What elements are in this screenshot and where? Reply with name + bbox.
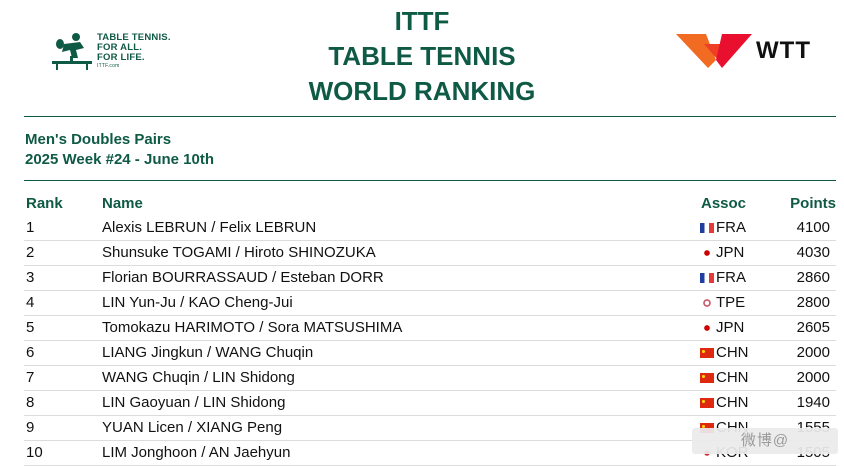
table-row: 6 LIANG Jingkun / WANG Chuqin CHN 2000 [24, 341, 836, 366]
rank-cell: 4 [26, 294, 35, 311]
ittf-slogan-line-2: FOR ALL. [97, 42, 143, 53]
wtt-wordmark: WTT [756, 37, 811, 64]
assoc-cell: JPN [700, 244, 744, 261]
ranking-week: 2025 Week #24 - June 10th [25, 151, 214, 168]
japan-flag-icon [700, 248, 714, 258]
points-cell: 2000 [796, 344, 830, 361]
assoc-cell: JPN [700, 319, 744, 336]
ittf-player-icon [52, 33, 92, 70]
title-line-1: ITTF [394, 6, 450, 36]
rank-cell: 10 [26, 444, 43, 461]
japan-flag-icon [700, 323, 714, 333]
assoc-cell: CHN [700, 394, 749, 411]
china-flag-icon [700, 398, 714, 408]
weibo-watermark: 微博@ [692, 428, 838, 454]
points-cell: 2860 [796, 269, 830, 286]
pair-name-cell: YUAN Licen / XIANG Peng [102, 419, 283, 436]
pair-name-cell: Florian BOURRASSAUD / Esteban DORR [102, 269, 384, 286]
rank-cell: 6 [26, 344, 35, 361]
rank-cell: 1 [26, 219, 35, 236]
top-divider [24, 116, 836, 117]
points-cell: 2605 [796, 319, 830, 336]
points-cell: 4030 [796, 244, 830, 261]
ranking-category: Men's Doubles Pairs [25, 131, 172, 148]
table-row: 5 Tomokazu HARIMOTO / Sora MATSUSHIMA JP… [24, 316, 836, 341]
assoc-code: CHN [716, 369, 749, 386]
assoc-code: TPE [716, 294, 746, 311]
page-title: ITTF TABLE TENNIS WORLD RANKING [250, 4, 594, 109]
assoc-code: JPN [716, 319, 745, 336]
table-row: 2 Shunsuke TOGAMI / Hiroto SHINOZUKA JPN… [24, 241, 836, 266]
assoc-cell: CHN [700, 369, 749, 386]
title-line-3: WORLD RANKING [308, 76, 536, 106]
table-row: 8 LIN Gaoyuan / LIN Shidong CHN 1940 [24, 391, 836, 416]
assoc-code: CHN [716, 394, 749, 411]
assoc-cell: TPE [700, 294, 745, 311]
pair-name-cell: LIN Gaoyuan / LIN Shidong [102, 394, 286, 411]
rank-cell: 3 [26, 269, 35, 286]
assoc-cell: FRA [700, 219, 746, 236]
table-row: 7 WANG Chuqin / LIN Shidong CHN 2000 [24, 366, 836, 391]
china-flag-icon [700, 348, 714, 358]
wtt-logo: WTT [676, 30, 836, 70]
ittf-slogan-line-3: FOR LIFE. [97, 52, 145, 63]
pair-name-cell: LIN Yun-Ju / KAO Cheng-Jui [102, 294, 293, 311]
france-flag-icon [700, 223, 714, 233]
ittf-url: ITTF.com [97, 63, 120, 69]
subtitle: Men's Doubles Pairs 2025 Week #24 - June… [25, 130, 214, 170]
france-flag-icon [700, 273, 714, 283]
col-header-rank: Rank [26, 195, 63, 212]
title-line-2: TABLE TENNIS [328, 41, 516, 71]
ranking-table: 1 Alexis LEBRUN / Felix LEBRUN FRA 4100 … [24, 216, 836, 466]
pair-name-cell: LIANG Jingkun / WANG Chuqin [102, 344, 314, 361]
pair-name-cell: LIM Jonghoon / AN Jaehyun [102, 444, 291, 461]
pair-name-cell: Tomokazu HARIMOTO / Sora MATSUSHIMA [102, 319, 403, 336]
points-cell: 1940 [796, 394, 830, 411]
ittf-logo: TABLE TENNIS. FOR ALL. FOR LIFE. ITTF.co… [50, 30, 190, 72]
table-row: 1 Alexis LEBRUN / Felix LEBRUN FRA 4100 [24, 216, 836, 241]
pair-name-cell: WANG Chuqin / LIN Shidong [102, 369, 295, 386]
rank-cell: 9 [26, 419, 35, 436]
assoc-code: FRA [716, 269, 746, 286]
table-row: 4 LIN Yun-Ju / KAO Cheng-Jui TPE 2800 [24, 291, 836, 316]
rank-cell: 8 [26, 394, 35, 411]
col-header-assoc: Assoc [701, 195, 747, 212]
points-cell: 2800 [796, 294, 830, 311]
ittf-slogan-line-1: TABLE TENNIS. [97, 32, 171, 43]
col-header-points: Points [790, 195, 836, 212]
mid-divider [24, 180, 836, 181]
assoc-cell: FRA [700, 269, 746, 286]
pair-name-cell: Shunsuke TOGAMI / Hiroto SHINOZUKA [102, 244, 376, 261]
wtt-wings-icon [676, 34, 752, 68]
assoc-code: CHN [716, 344, 749, 361]
assoc-cell: CHN [700, 344, 749, 361]
rank-cell: 5 [26, 319, 35, 336]
rank-cell: 2 [26, 244, 35, 261]
rank-cell: 7 [26, 369, 35, 386]
points-cell: 2000 [796, 369, 830, 386]
col-header-name: Name [102, 195, 143, 212]
chinese-taipei-flag-icon [700, 298, 714, 308]
china-flag-icon [700, 373, 714, 383]
table-row: 3 Florian BOURRASSAUD / Esteban DORR FRA… [24, 266, 836, 291]
assoc-code: JPN [716, 244, 745, 261]
points-cell: 4100 [796, 219, 830, 236]
pair-name-cell: Alexis LEBRUN / Felix LEBRUN [102, 219, 317, 236]
assoc-code: FRA [716, 219, 746, 236]
